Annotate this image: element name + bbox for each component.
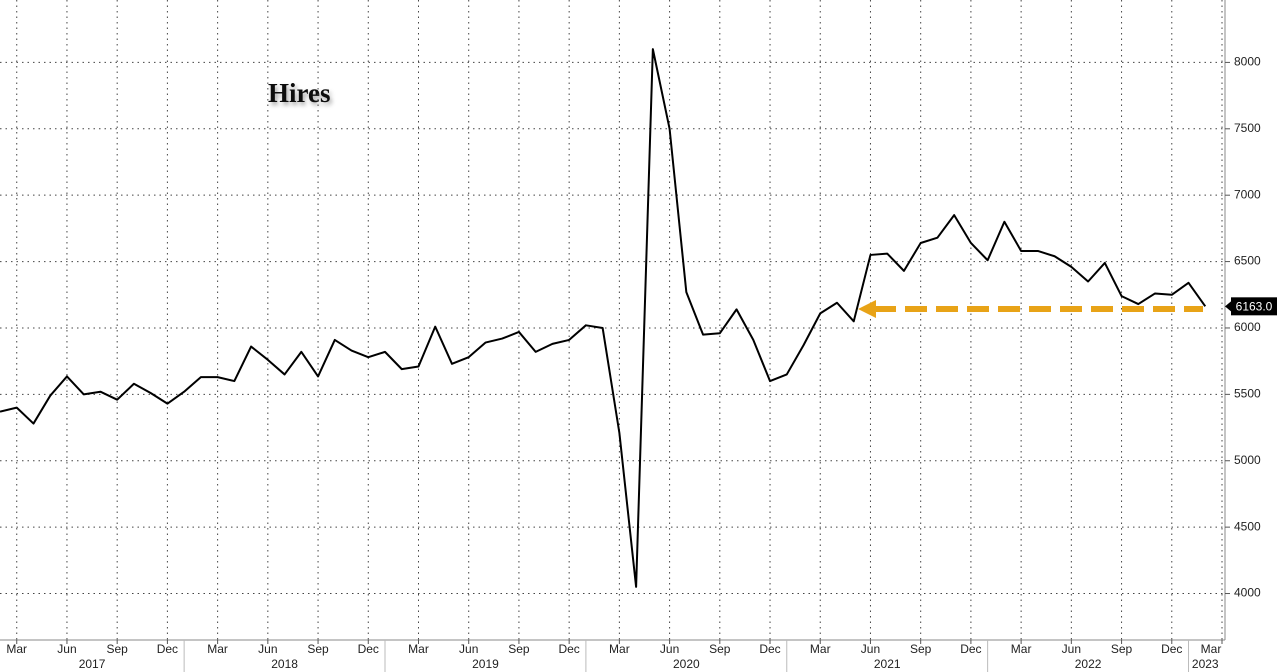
x-year-label: 2020 — [673, 657, 700, 671]
y-tick-label: 5500 — [1234, 387, 1261, 401]
y-tick-label: 5000 — [1234, 453, 1261, 467]
x-tick-label: Mar — [609, 642, 630, 656]
x-year-label: 2022 — [1075, 657, 1102, 671]
x-year-label: 2021 — [874, 657, 901, 671]
x-tick-label: Mar — [1011, 642, 1032, 656]
x-year-label: 2017 — [79, 657, 106, 671]
x-tick-label: Jun — [258, 642, 277, 656]
x-year-label: 2019 — [472, 657, 499, 671]
x-tick-label: Dec — [157, 642, 178, 656]
x-tick-label: Jun — [861, 642, 880, 656]
y-tick-label: 4000 — [1234, 586, 1261, 600]
last-value-pointer — [1225, 301, 1231, 312]
x-tick-label: Dec — [960, 642, 981, 656]
x-tick-label: Mar — [207, 642, 228, 656]
x-tick-label: Sep — [910, 642, 932, 656]
x-tick-label: Jun — [459, 642, 478, 656]
x-tick-label: Dec — [1161, 642, 1182, 656]
x-tick-label: Mar — [1201, 642, 1222, 656]
y-tick-label: 6000 — [1234, 320, 1261, 334]
x-tick-label: Sep — [106, 642, 128, 656]
x-tick-label: Sep — [1111, 642, 1133, 656]
x-tick-label: Sep — [307, 642, 329, 656]
y-tick-label: 7500 — [1234, 121, 1261, 135]
x-tick-label: Dec — [558, 642, 579, 656]
x-tick-label: Mar — [810, 642, 831, 656]
x-tick-label: Jun — [1062, 642, 1081, 656]
x-tick-label: Dec — [358, 642, 379, 656]
x-tick-label: Mar — [6, 642, 27, 656]
last-value-box — [1231, 297, 1277, 316]
x-tick-label: Mar — [408, 642, 429, 656]
x-tick-label: Sep — [709, 642, 731, 656]
line-series — [0, 48, 1207, 588]
y-tick-label: 4500 — [1234, 519, 1261, 533]
x-tick-label: Jun — [57, 642, 76, 656]
last-value-label: 6163.0 — [1236, 299, 1273, 313]
x-year-label: 2023 — [1192, 657, 1219, 671]
x-tick-label: Jun — [660, 642, 679, 656]
y-tick-label: 6500 — [1234, 254, 1261, 268]
y-tick-label: 8000 — [1234, 55, 1261, 69]
arrow-head — [858, 300, 876, 318]
chart-title: Hires — [268, 78, 331, 108]
x-tick-label: Dec — [759, 642, 780, 656]
y-tick-label: 7000 — [1234, 187, 1261, 201]
x-year-label: 2018 — [271, 657, 298, 671]
x-tick-label: Sep — [508, 642, 530, 656]
annotation-arrow — [858, 300, 1203, 318]
